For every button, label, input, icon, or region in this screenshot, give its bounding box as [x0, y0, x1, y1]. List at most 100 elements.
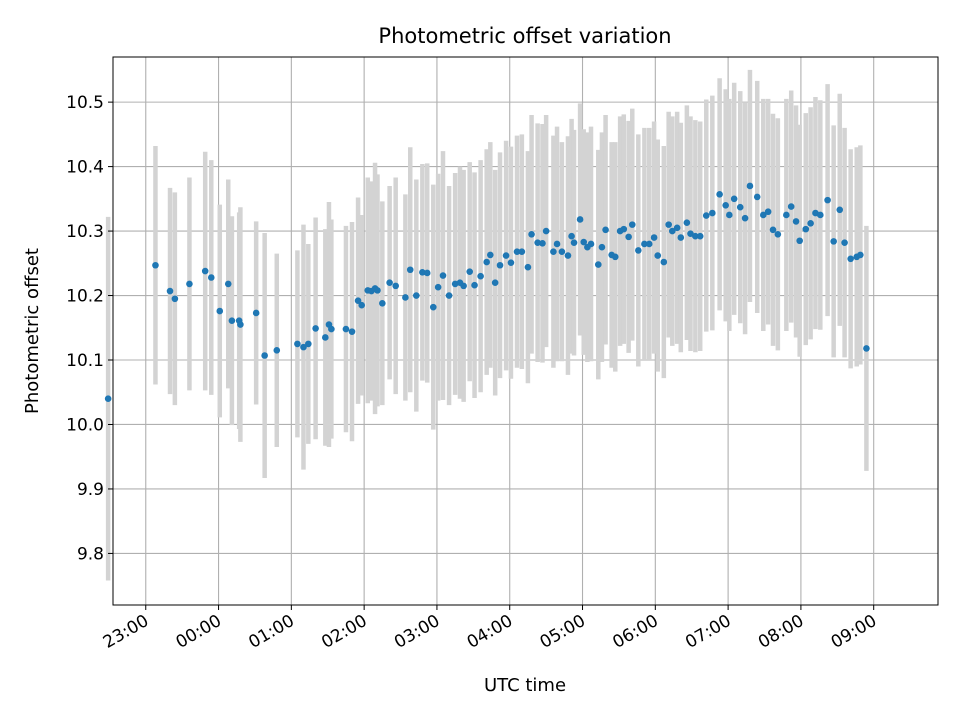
data-point — [577, 216, 584, 223]
data-point — [847, 255, 854, 262]
data-point — [824, 197, 831, 204]
data-point — [646, 241, 653, 248]
data-point — [620, 226, 627, 233]
data-point — [684, 219, 691, 226]
data-point — [775, 231, 782, 238]
data-point — [602, 226, 609, 233]
data-point — [651, 234, 658, 241]
data-point — [677, 234, 684, 241]
data-point — [508, 259, 515, 266]
data-point — [726, 212, 733, 219]
data-point — [539, 240, 546, 247]
data-point — [229, 317, 236, 324]
data-point — [796, 237, 803, 244]
data-point — [857, 252, 864, 259]
data-point — [528, 231, 535, 238]
data-point — [186, 281, 193, 288]
data-point — [273, 347, 280, 354]
data-point — [225, 281, 232, 288]
data-point — [629, 221, 636, 228]
data-point — [793, 218, 800, 225]
data-point — [571, 239, 578, 246]
data-point — [202, 268, 209, 275]
data-point — [709, 210, 716, 217]
data-point — [635, 247, 642, 254]
data-point — [788, 203, 795, 210]
data-point — [737, 204, 744, 211]
data-point — [328, 326, 335, 333]
y-axis-label: Photometric offset — [22, 248, 43, 414]
data-point — [754, 194, 761, 201]
data-point — [674, 225, 681, 232]
data-point — [503, 252, 510, 259]
data-point — [167, 288, 174, 295]
data-point — [294, 341, 301, 348]
data-point — [413, 292, 420, 299]
data-point — [612, 254, 619, 261]
data-point — [747, 183, 754, 190]
data-point — [487, 252, 494, 259]
data-point — [208, 274, 215, 281]
data-point — [588, 241, 595, 248]
data-point — [599, 244, 606, 251]
data-point — [783, 212, 790, 219]
y-tick-label: 10.2 — [66, 287, 104, 307]
data-point — [554, 241, 561, 248]
data-point — [253, 310, 260, 317]
data-point — [379, 300, 386, 307]
data-point — [802, 226, 809, 233]
data-point — [407, 266, 414, 273]
data-point — [471, 282, 478, 289]
data-point — [731, 196, 738, 203]
data-point — [625, 234, 632, 241]
x-axis-label: UTC time — [484, 675, 566, 696]
data-point — [703, 212, 710, 219]
data-point — [568, 233, 575, 240]
data-point — [152, 262, 159, 269]
data-point — [322, 334, 329, 341]
data-point — [722, 202, 729, 209]
data-point — [374, 287, 381, 294]
data-point — [446, 292, 453, 299]
data-point — [543, 228, 550, 235]
data-point — [665, 221, 672, 228]
data-point — [424, 270, 431, 277]
data-point — [863, 345, 870, 352]
data-point — [483, 259, 490, 266]
data-point — [836, 206, 843, 213]
data-point — [477, 273, 484, 280]
data-point — [525, 264, 532, 271]
data-point — [172, 295, 179, 302]
data-point — [440, 272, 447, 279]
data-point — [770, 226, 777, 233]
data-point — [765, 208, 772, 215]
data-point — [565, 252, 572, 259]
data-point — [237, 321, 244, 328]
data-point — [697, 233, 704, 240]
data-point — [466, 268, 473, 275]
data-point — [716, 191, 723, 198]
y-tick-label: 10.1 — [66, 351, 104, 371]
data-point — [830, 238, 837, 245]
data-point — [595, 261, 602, 268]
y-tick-label: 10.5 — [66, 93, 104, 113]
data-point — [654, 252, 661, 259]
data-point — [358, 302, 365, 309]
data-point — [497, 262, 504, 269]
chart: 23:00 00:00 01:00 02:00 03:00 04:00 05:00 06:00… — [0, 0, 960, 720]
y-tick-label: 10.3 — [66, 222, 104, 242]
data-point — [305, 341, 312, 348]
data-point — [402, 294, 409, 301]
data-point — [550, 248, 557, 255]
data-point — [312, 325, 319, 332]
data-point — [661, 259, 668, 266]
data-point — [817, 212, 824, 219]
data-point — [105, 395, 112, 402]
data-point — [807, 220, 814, 227]
y-tick-label: 9.8 — [77, 544, 104, 564]
data-point — [519, 248, 526, 255]
data-point — [392, 283, 399, 290]
y-tick-label: 10.4 — [66, 158, 104, 178]
data-point — [492, 279, 499, 286]
data-point — [435, 284, 442, 291]
